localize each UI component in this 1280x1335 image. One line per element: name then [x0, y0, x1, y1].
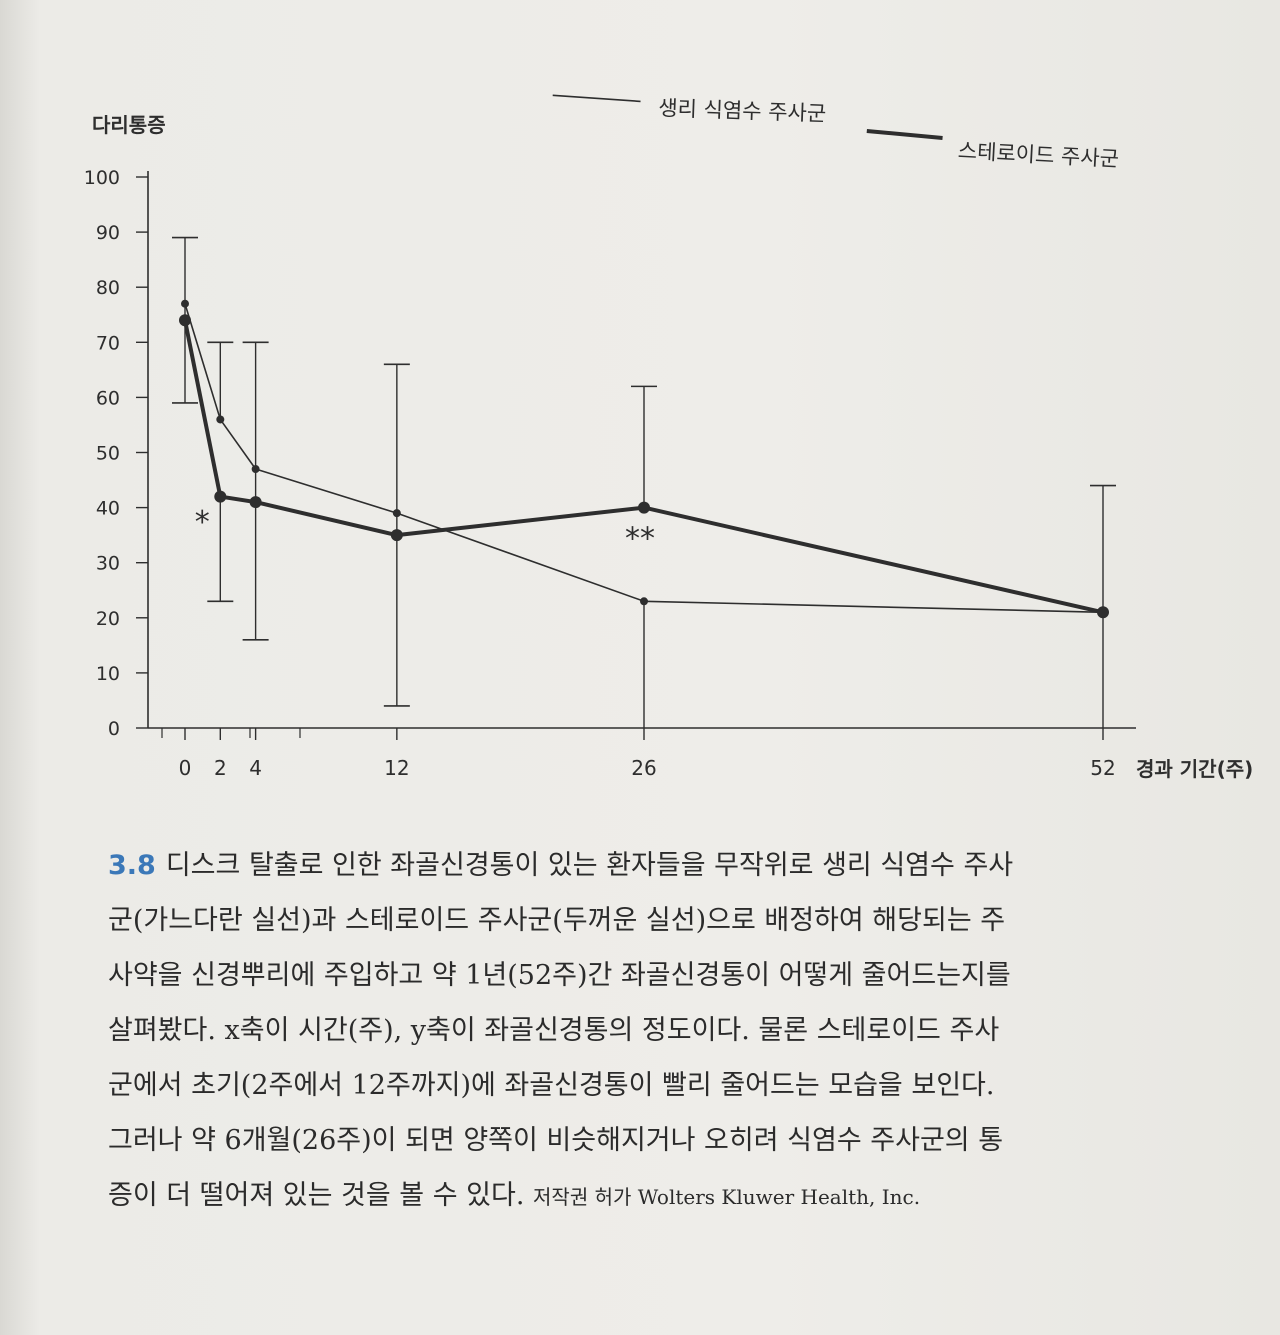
x-tick-label: 2 — [214, 756, 227, 780]
steroid-series-line — [183, 319, 1104, 615]
caption-line-7: 증이 더 떨어져 있는 것을 볼 수 있다. 저작권 허가 Wolters Kl… — [108, 1168, 1148, 1225]
steroid-data-point — [179, 314, 191, 327]
significance-marker: ** — [625, 522, 655, 557]
y-tick-label: 40 — [96, 498, 120, 520]
legend-label-saline: 생리 식염수 주사군 — [658, 96, 827, 126]
y-tick-label: 0 — [108, 718, 120, 740]
caption-line-5: 군에서 초기(2주에서 12주까지)에 좌골신경통이 빨리 줄어드는 모습을 보… — [108, 1070, 995, 1101]
saline-series-line — [184, 303, 1104, 614]
legend-swatch-thin — [552, 94, 641, 103]
steroid-data-point — [390, 529, 403, 542]
caption-line-4: 살펴봤다. x축이 시간(주), y축이 좌골신경통의 정도이다. 물론 스테로… — [108, 1015, 1000, 1046]
y-tick-label: 90 — [96, 222, 120, 244]
saline-data-point — [392, 509, 401, 518]
y-tick-label: 20 — [96, 608, 120, 630]
y-tick-label: 30 — [96, 553, 120, 575]
saline-data-point — [640, 597, 648, 606]
caption-text-7: 증이 더 떨어져 있는 것을 볼 수 있다. — [108, 1180, 525, 1211]
figure-caption: 3.8 디스크 탈출로 인한 좌골신경통이 있는 환자들을 무작위로 생리 식염수… — [108, 838, 1148, 1225]
saline-data-point — [181, 299, 189, 308]
steroid-data-point — [1097, 606, 1109, 619]
caption-line-3: 사약을 신경뿌리에 주입하고 약 1년(52주)간 좌골신경통이 어떻게 줄어드… — [108, 960, 1011, 991]
steroid-data-point — [638, 501, 650, 514]
caption-text-1: 디스크 탈출로 인한 좌골신경통이 있는 환자들을 무작위로 생리 식염수 주사 — [165, 850, 1014, 881]
figure-number: 3.8 — [108, 850, 156, 881]
steroid-data-point — [249, 496, 262, 509]
series-lines — [179, 299, 1109, 619]
saline-data-point — [216, 415, 225, 424]
legend-label-steroid: 스테로이드 주사군 — [957, 139, 1119, 171]
x-tick-label: 12 — [384, 756, 409, 780]
x-tick-label: 26 — [631, 756, 656, 780]
legend-entry-steroid: 스테로이드 주사군 — [866, 129, 1120, 171]
y-tick-label: 10 — [96, 663, 120, 685]
copyright-credit: 저작권 허가 Wolters Kluwer Health, Inc. — [533, 1185, 921, 1209]
y-tick-label: 60 — [96, 387, 120, 409]
y-tick-label: 70 — [96, 332, 120, 354]
y-tick-label: 100 — [84, 167, 120, 189]
x-axis-title: 경과 기간(주) — [1136, 757, 1253, 781]
steroid-data-point — [214, 490, 227, 503]
error-bars — [172, 236, 1116, 728]
x-tick-label: 0 — [179, 756, 192, 780]
y-axis-title: 다리통증 — [92, 113, 166, 137]
saline-data-point — [251, 465, 260, 474]
significance-marker: * — [195, 505, 210, 540]
x-tick-label: 4 — [249, 756, 262, 780]
caption-line-6: 그러나 약 6개월(26주)이 되면 양쪽이 비슷해지거나 오히려 식염수 주사… — [108, 1125, 1004, 1156]
y-tick-label: 50 — [96, 443, 120, 465]
chart-axes — [136, 171, 1136, 740]
y-tick-label: 80 — [96, 277, 120, 299]
caption-line-2: 군(가느다란 실선)과 스테로이드 주사군(두꺼운 실선)으로 배정하여 해당되… — [108, 905, 1006, 936]
legend-entry-saline: 생리 식염수 주사군 — [552, 94, 827, 126]
x-tick-label: 52 — [1090, 756, 1115, 780]
caption-line-1: 3.8 디스크 탈출로 인한 좌골신경통이 있는 환자들을 무작위로 생리 식염수… — [108, 838, 1148, 893]
legend-swatch-thick — [866, 129, 943, 140]
